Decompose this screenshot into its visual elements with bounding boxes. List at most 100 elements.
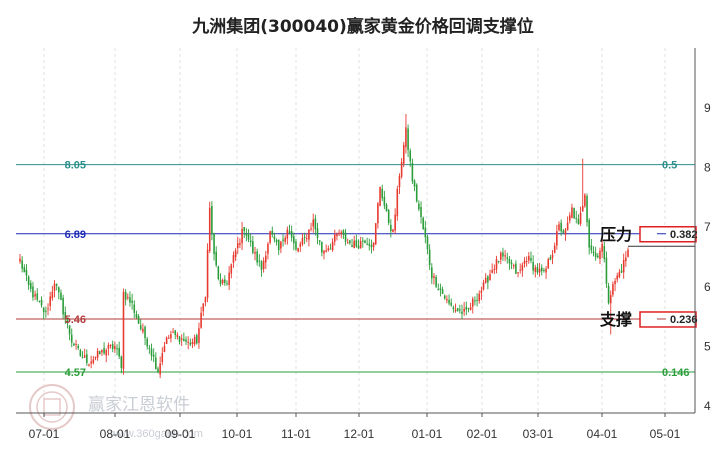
candle-down (129, 297, 131, 303)
candle-up (101, 349, 103, 353)
candle-down (342, 230, 345, 235)
candle-up (499, 252, 502, 260)
candle-down (364, 240, 366, 243)
candle-down (178, 336, 181, 343)
watermark-url: www.360gann.com (109, 428, 203, 440)
candle-up (568, 215, 571, 221)
candle-down (273, 236, 276, 240)
candle-down (226, 283, 228, 285)
candle-down (409, 150, 412, 162)
candle-down (295, 241, 297, 250)
candle-down (137, 316, 140, 324)
candle-down (217, 266, 220, 279)
candle-down (515, 263, 517, 274)
candle-down (314, 218, 317, 230)
candle-down (355, 240, 358, 247)
candle-up (34, 294, 36, 297)
candle-down (219, 279, 222, 285)
candle-down (620, 270, 623, 273)
candle-up (471, 298, 474, 307)
candle-down (530, 258, 532, 261)
candle-down (174, 330, 177, 335)
candlestick-series (19, 113, 629, 379)
candle-down (81, 357, 84, 359)
candle-up (480, 290, 483, 294)
y-tick-label: 9 (704, 101, 711, 115)
candle-up (107, 345, 110, 349)
candle-up (493, 269, 496, 271)
x-tick-label: 08-01 (100, 427, 131, 441)
candle-down (252, 241, 254, 253)
candle-up (584, 194, 586, 207)
candle-down (32, 286, 34, 298)
candle-up (47, 308, 49, 310)
candle-down (290, 231, 293, 238)
candle-down (543, 269, 545, 271)
candle-down (605, 257, 608, 284)
candle-up (241, 229, 243, 244)
annotation-pressure: 压力 (600, 225, 632, 244)
candle-down (77, 345, 80, 349)
candle-up (176, 334, 179, 338)
candle-down (135, 313, 138, 318)
watermark: 赢家江恩软件 www.360gann.com (29, 384, 203, 440)
candle-up (612, 284, 614, 295)
candle-up (478, 293, 481, 301)
candle-up (165, 337, 168, 345)
candle-down (185, 339, 187, 342)
candle-down (146, 338, 149, 347)
x-tick-label: 12-01 (344, 427, 375, 441)
candle-up (206, 249, 209, 298)
candle-down (575, 217, 578, 219)
candle-down (29, 283, 32, 289)
candle-up (208, 207, 211, 252)
y-tick-label: 5 (704, 339, 711, 353)
candle-up (353, 240, 355, 248)
candle-up (538, 268, 541, 273)
candle-down (183, 338, 185, 341)
candle-down (68, 325, 71, 335)
y-tick-label: 7 (704, 220, 711, 234)
candle-down (385, 204, 388, 212)
candle-down (368, 243, 371, 246)
candle-up (556, 231, 558, 246)
candle-up (564, 229, 567, 235)
price-label-8.05: 8.05 (65, 160, 86, 172)
candle-up (90, 361, 92, 364)
candle-down (370, 244, 373, 248)
candle-up (614, 280, 616, 285)
candle-down (260, 261, 263, 270)
candle-down (461, 311, 463, 314)
candle-up (232, 255, 235, 263)
candle-down (424, 227, 427, 238)
candle-up (551, 254, 554, 259)
candle-up (379, 186, 381, 206)
candle-down (418, 203, 420, 210)
candle-down (607, 285, 610, 304)
candle-up (454, 309, 457, 312)
candle-up (495, 259, 498, 270)
candle-up (528, 256, 530, 261)
candle-down (426, 236, 429, 250)
candle-down (540, 267, 543, 272)
candle-up (191, 342, 194, 345)
candle-down (215, 251, 217, 266)
candle-down (21, 260, 23, 269)
x-tick-label: 01-01 (412, 427, 443, 441)
candle-up (622, 260, 625, 273)
candle-up (312, 219, 315, 227)
candle-down (23, 267, 26, 273)
y-tick-label: 6 (704, 280, 711, 294)
candle-down (150, 348, 153, 356)
candle-down (70, 334, 73, 343)
candle-down (428, 249, 431, 266)
candle-up (230, 264, 233, 274)
candle-up (127, 296, 129, 298)
candle-down (411, 162, 414, 182)
candle-up (198, 328, 200, 343)
logo-seal-icon (29, 384, 75, 430)
candle-up (236, 243, 239, 249)
candle-down (131, 300, 133, 303)
candle-up (338, 232, 340, 234)
